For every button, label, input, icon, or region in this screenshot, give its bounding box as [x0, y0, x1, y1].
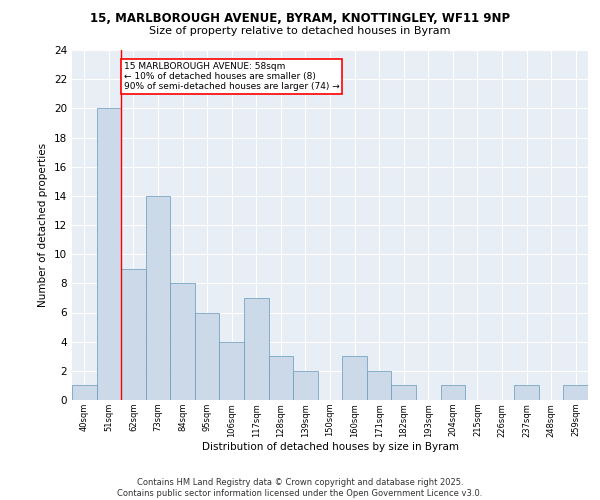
Bar: [563, 386, 588, 400]
Bar: [220, 342, 244, 400]
Y-axis label: Number of detached properties: Number of detached properties: [38, 143, 49, 307]
Bar: [195, 312, 220, 400]
Text: 15, MARLBOROUGH AVENUE, BYRAM, KNOTTINGLEY, WF11 9NP: 15, MARLBOROUGH AVENUE, BYRAM, KNOTTINGL…: [90, 12, 510, 26]
Text: Size of property relative to detached houses in Byram: Size of property relative to detached ho…: [149, 26, 451, 36]
Bar: [342, 356, 367, 400]
Text: Contains HM Land Registry data © Crown copyright and database right 2025.
Contai: Contains HM Land Registry data © Crown c…: [118, 478, 482, 498]
Bar: [244, 298, 269, 400]
Text: 15 MARLBOROUGH AVENUE: 58sqm
← 10% of detached houses are smaller (8)
90% of sem: 15 MARLBOROUGH AVENUE: 58sqm ← 10% of de…: [124, 62, 340, 92]
Bar: [269, 356, 293, 400]
Bar: [391, 386, 416, 400]
Bar: [97, 108, 121, 400]
Bar: [72, 386, 97, 400]
Bar: [367, 371, 391, 400]
Bar: [293, 371, 318, 400]
Bar: [170, 284, 195, 400]
Bar: [121, 269, 146, 400]
Bar: [514, 386, 539, 400]
Bar: [440, 386, 465, 400]
Bar: [146, 196, 170, 400]
X-axis label: Distribution of detached houses by size in Byram: Distribution of detached houses by size …: [202, 442, 458, 452]
